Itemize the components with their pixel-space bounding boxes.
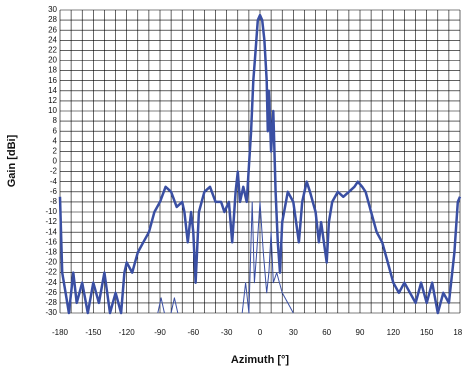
- y-tick-label: -22: [45, 268, 57, 277]
- y-tick-label: 26: [48, 25, 57, 34]
- x-tick-label: -60: [188, 328, 200, 337]
- y-tick-label: 4: [53, 136, 58, 145]
- series-line: [58, 13, 462, 315]
- x-tick-label: -180: [52, 328, 69, 337]
- y-tick-label: -6: [50, 187, 58, 196]
- x-tick-label: 0: [258, 328, 263, 337]
- y-tick-label: 20: [48, 56, 57, 65]
- y-tick-label: 10: [48, 106, 57, 115]
- x-tick-label: -150: [85, 328, 102, 337]
- y-tick-label: -2: [50, 167, 58, 176]
- x-tick-label: 120: [387, 328, 401, 337]
- y-tick-label: 30: [48, 5, 57, 14]
- y-tick-label: -14: [45, 227, 57, 236]
- x-tick-label: -30: [221, 328, 233, 337]
- x-axis-title: Azimuth [°]: [231, 354, 290, 366]
- y-tick-label: -10: [45, 207, 57, 216]
- x-tick-label: -120: [119, 328, 136, 337]
- y-tick-label: -4: [50, 177, 58, 186]
- y-tick-label: 14: [48, 86, 57, 95]
- grid: [59, 9, 461, 314]
- x-tick-label: 60: [322, 328, 331, 337]
- y-tick-label: 18: [48, 66, 57, 75]
- x-tick-label: 90: [356, 328, 365, 337]
- y-tick-label: 12: [48, 96, 57, 105]
- plot: [58, 13, 462, 315]
- y-tick-label: -28: [45, 298, 57, 307]
- y-tick-label: 22: [48, 46, 57, 55]
- y-axis-title: Gain [dBi]: [6, 134, 18, 187]
- y-tick-label: 8: [53, 116, 58, 125]
- y-tick-label: -30: [45, 308, 57, 317]
- series-line: [157, 201, 294, 314]
- x-tick-label: 180: [453, 328, 462, 337]
- y-tick-label: 2: [53, 147, 58, 156]
- y-tick-label: -16: [45, 237, 57, 246]
- y-tick-label: -12: [45, 217, 57, 226]
- y-tick-label: 28: [48, 15, 57, 24]
- y-tick-label: -24: [45, 278, 57, 287]
- y-tick-label: 6: [53, 126, 58, 135]
- x-tick-label: 150: [420, 328, 434, 337]
- x-tick-label: -90: [154, 328, 166, 337]
- x-tick-label: 30: [289, 328, 298, 337]
- y-tick-label: -20: [45, 258, 57, 267]
- y-tick-label: -8: [50, 197, 58, 206]
- y-tick-label: 16: [48, 76, 57, 85]
- y-tick-label: 24: [48, 35, 57, 44]
- y-tick-label: -18: [45, 248, 57, 257]
- y-tick-label: 0: [53, 157, 58, 166]
- y-tick-label: -26: [45, 288, 57, 297]
